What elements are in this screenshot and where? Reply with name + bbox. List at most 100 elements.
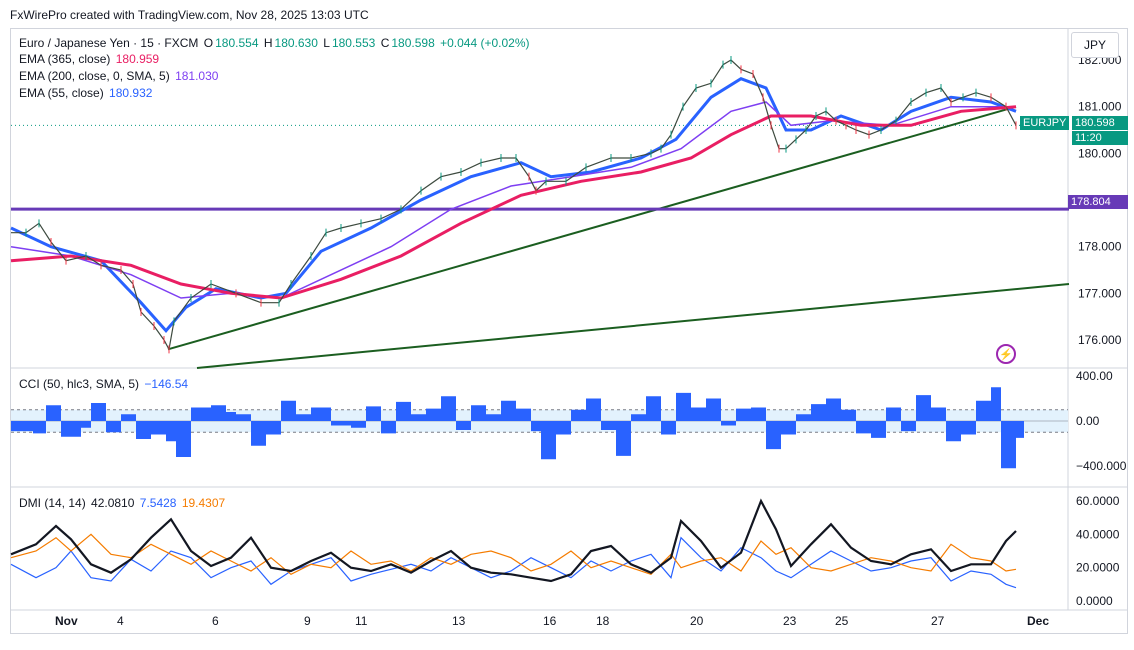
ema200-label: EMA (200, close, 0, SMA, 5) <box>19 69 170 83</box>
cci-bar <box>516 408 531 421</box>
cci-bar <box>676 392 691 421</box>
cci-bar <box>766 421 781 450</box>
countdown-tag: 11:20 <box>1072 131 1128 145</box>
time-tick-label: 18 <box>596 614 610 628</box>
dmi-tick-label: 60.0000 <box>1076 494 1120 508</box>
cci-bar <box>426 408 441 421</box>
cci-bar <box>151 421 166 435</box>
cci-bar <box>136 421 151 439</box>
dmi-line <box>10 536 1017 589</box>
cci-bar <box>541 421 556 460</box>
symbol-legend: Euro / Japanese Yen · 15 · FXCM O 180.554… <box>19 35 532 52</box>
ema365-label: EMA (365, close) <box>19 52 111 66</box>
ema-line <box>10 105 1017 300</box>
cci-bar <box>736 408 751 421</box>
low-label: L <box>323 36 330 50</box>
cci-legend[interactable]: CCI (50, hlc3, SMA, 5) −146.54 <box>19 376 190 393</box>
cci-bar <box>646 396 661 421</box>
price-tick-label: 176.000 <box>1078 333 1122 347</box>
cci-bar <box>691 407 706 421</box>
cci-bar <box>226 412 236 421</box>
cci-bar <box>531 421 541 432</box>
cci-bar <box>381 421 396 434</box>
cci-bar <box>571 409 586 421</box>
dmi-line <box>10 533 1017 576</box>
time-tick-label: 13 <box>452 614 466 628</box>
cci-bar <box>1001 421 1016 469</box>
dmi-tick-label: 20.0000 <box>1076 561 1120 575</box>
cci-bar <box>616 421 631 456</box>
cci-bar <box>901 421 916 432</box>
currency-button[interactable]: JPY <box>1071 32 1119 58</box>
cci-bar <box>931 407 946 421</box>
ema-line <box>10 101 1016 299</box>
cci-tick-label: 0.00 <box>1076 414 1100 428</box>
cci-bar <box>721 421 736 426</box>
time-tick-label: 23 <box>783 614 797 628</box>
cci-bar <box>11 421 33 432</box>
ema55-legend[interactable]: EMA (55, close) 180.932 <box>19 85 154 102</box>
cci-bar <box>796 414 811 421</box>
cci-bar <box>266 421 281 435</box>
time-tick-label: 27 <box>931 614 945 628</box>
cci-bar <box>191 407 211 421</box>
dmi-minus-value: 19.4307 <box>181 496 226 510</box>
dmi-legend[interactable]: DMI (14, 14) 42.0810 7.5428 19.4307 <box>19 495 227 512</box>
cci-label: CCI (50, hlc3, SMA, 5) <box>19 377 140 391</box>
dmi-tick-label: 0.0000 <box>1076 594 1113 608</box>
cci-bar <box>251 421 266 446</box>
trendline <box>196 283 1070 369</box>
time-tick-label: 11 <box>355 614 368 628</box>
dmi-tick-label: 40.0000 <box>1076 527 1120 541</box>
time-tick-label: 4 <box>117 614 124 628</box>
cci-bar <box>471 405 486 421</box>
cci-bar <box>366 406 381 421</box>
dmi-plus-value: 7.5428 <box>139 496 177 510</box>
cci-bar <box>33 421 46 434</box>
cci-bar <box>281 400 296 421</box>
cci-bar <box>826 398 841 421</box>
symbol-name: Euro / Japanese Yen · 15 · FXCM <box>19 36 199 50</box>
cci-bar <box>441 396 456 421</box>
time-tick-label: 9 <box>304 614 311 628</box>
price-line <box>11 59 1017 352</box>
chart-frame <box>10 28 1128 634</box>
cci-bar <box>81 421 91 428</box>
cci-bar <box>976 400 991 421</box>
ema200-legend[interactable]: EMA (200, close, 0, SMA, 5) 181.030 <box>19 68 220 85</box>
cci-bar <box>351 421 366 428</box>
cci-bar <box>166 421 176 442</box>
time-tick-label: 25 <box>835 614 849 628</box>
price-tick-label: 178.000 <box>1078 240 1122 254</box>
cci-bar <box>661 421 676 435</box>
cci-bar <box>311 407 331 421</box>
level-tag: 178.804 <box>1068 195 1128 209</box>
cci-bar <box>456 421 471 430</box>
attribution-header: FxWirePro created with TradingView.com, … <box>10 8 369 22</box>
ema365-value: 180.959 <box>115 52 160 66</box>
ema365-legend[interactable]: EMA (365, close) 180.959 <box>19 51 161 68</box>
time-tick-label: Dec <box>1027 614 1049 628</box>
cci-bar <box>601 421 616 430</box>
price-tick-label: 181.000 <box>1078 100 1122 114</box>
change-value: +0.044 (+0.02%) <box>440 36 530 50</box>
cci-bar <box>751 407 766 421</box>
ema55-value: 180.932 <box>109 86 153 100</box>
time-tick-label: 6 <box>212 614 219 628</box>
cci-bar <box>331 421 351 426</box>
symbol-tag: EURJPY <box>1020 116 1070 130</box>
open-label: O <box>203 36 214 50</box>
cci-bar <box>106 421 121 433</box>
flash-icon[interactable]: ⚡ <box>996 344 1016 364</box>
ema55-label: EMA (55, close) <box>19 86 104 100</box>
dmi-line <box>10 498 1017 583</box>
cci-bar <box>61 421 81 437</box>
close-label: C <box>380 36 390 50</box>
cci-bar <box>961 421 976 435</box>
cci-bar <box>501 400 516 421</box>
close-value: 180.598 <box>391 36 435 50</box>
cci-bar <box>856 421 871 434</box>
cci-bar <box>176 421 191 457</box>
price-tick-label: 177.000 <box>1078 286 1122 300</box>
